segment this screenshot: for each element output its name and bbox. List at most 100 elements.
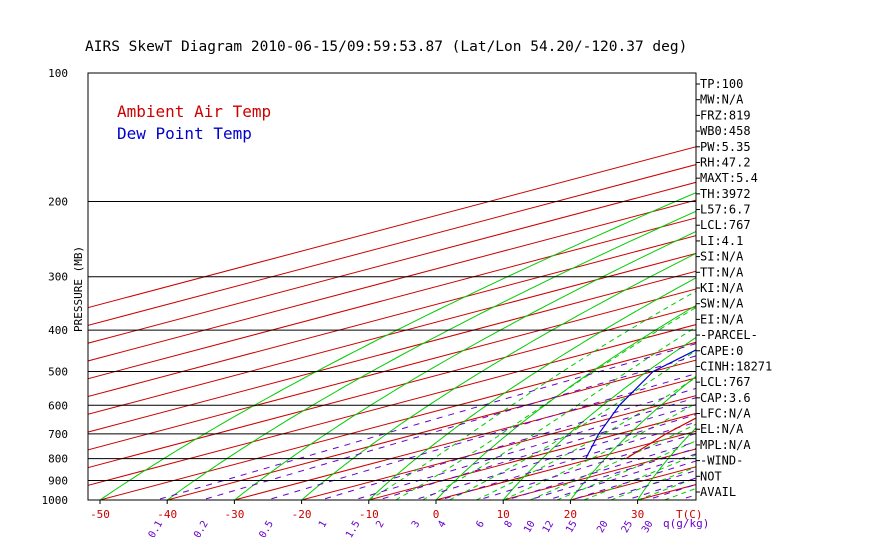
isotherm-line	[88, 199, 696, 362]
mixing-ratio-tick-label: 8	[503, 519, 516, 530]
index-value: TH:3972	[700, 187, 751, 201]
isotherm-line	[501, 448, 696, 500]
pressure-tick-label: 300	[48, 271, 68, 284]
index-value: EL:N/A	[700, 422, 744, 436]
dry-adiabat-line	[836, 73, 870, 509]
isotherm-line	[232, 377, 696, 500]
index-value: -PARCEL-	[700, 328, 758, 342]
moist-adiabat-line	[395, 306, 696, 500]
index-value: FRZ:819	[700, 108, 751, 122]
index-value: SW:N/A	[700, 297, 744, 311]
isotherm-line	[88, 146, 696, 309]
index-value: CAPE:0	[700, 344, 743, 358]
isotherm-line	[98, 341, 696, 500]
isotherm-line	[88, 270, 696, 433]
index-value: MPL:N/A	[700, 438, 751, 452]
isotherm-line	[88, 164, 696, 326]
pressure-tick-label: 200	[48, 196, 68, 209]
isotherm-line	[434, 430, 696, 500]
bottom-temp-tick-label: 0	[433, 508, 440, 521]
index-value: LCL:767	[700, 218, 751, 232]
moist-adiabat-line	[610, 466, 696, 500]
bottom-temp-tick-label: 20	[564, 508, 577, 521]
index-value: CINH:18271	[700, 359, 772, 373]
moist-adiabat-line	[422, 326, 696, 500]
y-axis-label: PRESSURE (MB)	[72, 246, 85, 332]
mixing-ratio-lines	[154, 343, 696, 500]
legend: Ambient Air Temp Dew Point Temp	[117, 102, 271, 143]
mixing-ratio-tick-label: 25	[620, 519, 636, 535]
dry-adiabat-line	[99, 192, 696, 500]
isotherm-line	[88, 217, 696, 380]
mixing-ratio-tick-label: 2	[374, 519, 387, 530]
plot-area	[88, 63, 870, 509]
mixing-ratio-tick-label: 6	[474, 519, 487, 530]
mixing-ratio-line	[200, 355, 696, 500]
index-value: TP:100	[700, 77, 743, 91]
index-value: CAP:3.6	[700, 391, 751, 405]
mixing-ratio-tick-label: 12	[541, 519, 557, 535]
mixing-ratio-tick-label: 1	[317, 519, 330, 530]
index-value: AVAIL	[700, 485, 736, 499]
mixing-ratio-tick-label: 30	[640, 519, 656, 535]
bottom-temp-tick-label: -10	[359, 508, 379, 521]
index-value: EI:N/A	[700, 312, 744, 326]
pressure-tick-label: 100	[48, 67, 68, 80]
mixing-ratio-tick-label: 10	[522, 519, 538, 535]
mixing-ratio-tick-label: 0.5	[257, 519, 276, 540]
index-value: MAXT:5.4	[700, 171, 758, 185]
mixing-ratio-tick-label: 0.1	[147, 519, 166, 540]
isotherm-lines	[88, 63, 870, 509]
isotherm-line	[88, 306, 696, 469]
dry-adiabat-line	[368, 277, 696, 500]
index-value: PW:5.35	[700, 140, 751, 154]
isotherm-line	[88, 181, 696, 344]
index-value: NOT	[700, 469, 722, 483]
dry-adiabat-line	[300, 252, 696, 500]
mixing-ratio-line	[265, 373, 696, 500]
temperature-unit-label: T(C)	[676, 508, 703, 521]
isotherm-line	[738, 63, 870, 509]
profile-series	[585, 349, 696, 460]
index-value: SI:N/A	[700, 250, 744, 264]
index-value: WB0:458	[700, 124, 751, 138]
index-value: RH:47.2	[700, 155, 751, 169]
chart-title: AIRS SkewT Diagram 2010-06-15/09:59:53.8…	[85, 39, 687, 55]
mixing-ratio-tick-label: 0.2	[192, 519, 211, 540]
index-value: -WIND-	[700, 454, 743, 468]
dry-adiabat-lines	[99, 73, 870, 509]
mixing-ratio-unit-label: q(g/kg)	[663, 517, 709, 530]
pressure-tick-label: 900	[48, 474, 68, 487]
dry-adiabat-line	[569, 375, 696, 500]
index-value: LI:4.1	[700, 234, 743, 248]
bottom-temp-tick-label: 30	[631, 508, 644, 521]
legend-entry: Ambient Air Temp	[117, 102, 271, 121]
mixing-ratio-line	[678, 494, 696, 500]
isotherm-line	[366, 412, 696, 500]
index-value: LCL:767	[700, 375, 751, 389]
pressure-tick-label: 400	[48, 324, 68, 337]
dry-adiabat-line	[768, 73, 870, 509]
index-value: LFC:N/A	[700, 407, 751, 421]
pressure-tick-label: 600	[48, 399, 68, 412]
pressure-lines	[88, 201, 696, 500]
index-value: MW:N/A	[700, 93, 744, 107]
index-value: TT:N/A	[700, 265, 744, 279]
isotherm-line	[165, 359, 696, 500]
pressure-tick-label: 1000	[42, 494, 69, 507]
bottom-temp-tick-label: -30	[224, 508, 244, 521]
mixing-ratio-line	[154, 343, 696, 500]
moist-adiabat-line	[368, 290, 696, 500]
mixing-ratio-tick-label: 1.5	[344, 519, 363, 540]
pressure-tick-label: 700	[48, 428, 68, 441]
isotherm-line	[299, 395, 696, 500]
isotherm-line	[805, 63, 870, 509]
legend-entry: Dew Point Temp	[117, 124, 252, 143]
index-value: L57:6.7	[700, 203, 751, 217]
bottom-temp-tick-label: -40	[157, 508, 177, 521]
plot-frame	[87, 72, 697, 501]
dry-adiabat-line	[636, 427, 696, 500]
pressure-tick-label: 800	[48, 453, 68, 466]
